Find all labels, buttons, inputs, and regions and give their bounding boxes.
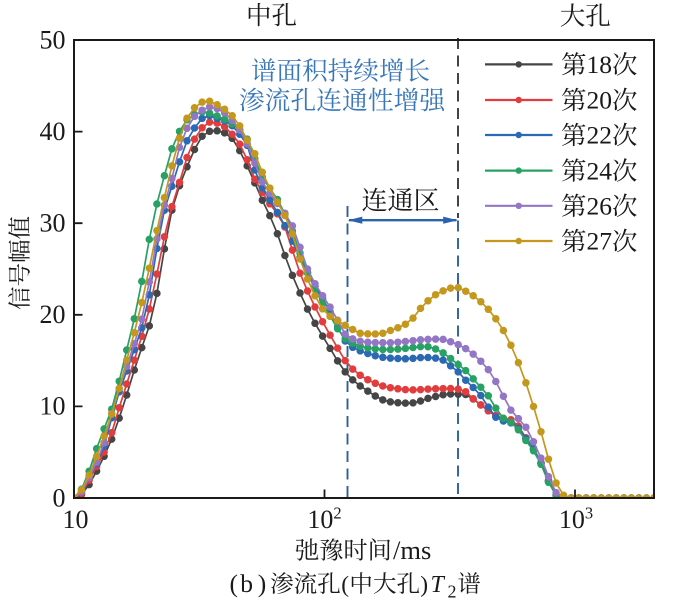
svg-text:(: ( (230, 569, 239, 598)
svg-text:50: 50 (40, 25, 66, 54)
svg-text:T: T (431, 572, 446, 598)
svg-text:24: 24 (586, 156, 612, 185)
svg-text:27: 27 (586, 227, 612, 256)
svg-text:22: 22 (586, 121, 612, 150)
svg-text:0: 0 (53, 483, 66, 512)
svg-text:): ) (258, 569, 267, 598)
svg-text:10: 10 (63, 505, 89, 534)
svg-text:): ) (420, 572, 428, 598)
svg-text:(: ( (341, 572, 349, 598)
svg-text:20: 20 (586, 86, 612, 115)
svg-text:2: 2 (448, 582, 457, 601)
svg-text:18: 18 (586, 50, 612, 79)
svg-text:b: b (240, 569, 253, 598)
svg-text:26: 26 (586, 192, 612, 221)
svg-text:20: 20 (40, 300, 66, 329)
svg-text:30: 30 (40, 209, 66, 238)
svg-text:10: 10 (40, 392, 66, 421)
svg-text:40: 40 (40, 117, 66, 146)
svg-text:/ms: /ms (393, 535, 431, 565)
